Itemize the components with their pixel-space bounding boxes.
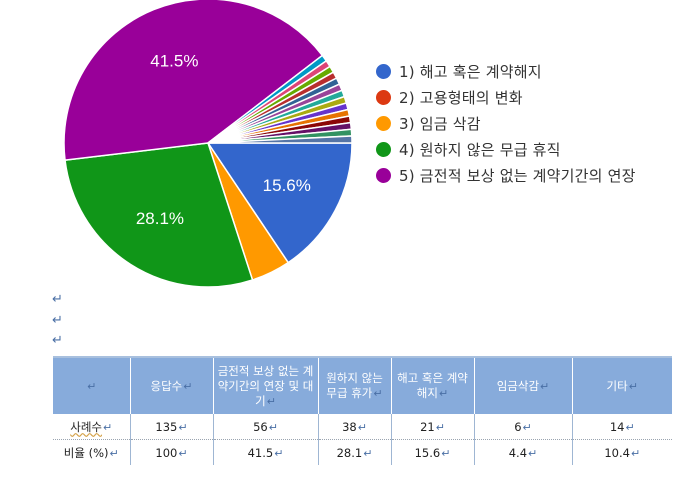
legend-dot-green-icon bbox=[376, 142, 391, 158]
table-cell: 4.4↵ bbox=[473, 439, 573, 465]
paragraph-mark-icon: ↵ bbox=[52, 333, 63, 348]
table-cell: 38↵ bbox=[317, 414, 392, 440]
slice-percent-label: 28.1% bbox=[136, 209, 184, 228]
header-cell-empty: ↵ bbox=[53, 356, 131, 414]
table-cell: 10.4↵ bbox=[571, 439, 672, 465]
pie-slice bbox=[207, 135, 353, 144]
return-mark-icon: ↵ bbox=[628, 379, 638, 393]
table-cell: 15.6↵ bbox=[390, 439, 475, 465]
pie-slice bbox=[64, 142, 254, 288]
table-cell: 28.1↵ bbox=[317, 439, 392, 465]
table-header-row: ↵ 응답수↵ 금전적 보상 없는 계약기간의 연장 및 대기↵ 원하지 않는 무… bbox=[53, 356, 672, 414]
table-cell: 135↵ bbox=[129, 414, 214, 440]
header-cell-extension: 금전적 보상 없는 계약기간의 연장 및 대기↵ bbox=[212, 356, 319, 414]
table-cell: 56↵ bbox=[212, 414, 319, 440]
legend-dot-blue-icon bbox=[376, 63, 391, 79]
pie-chart: 15.6% 28.1% 41.5% bbox=[63, 0, 353, 288]
header-cell-unpaid-leave: 원하지 않는 무급 휴가↵ bbox=[317, 356, 392, 414]
paragraph-mark-icon: ↵ bbox=[52, 313, 63, 328]
table-row: 사례수↵ 135↵ 56↵ 38↵ 21↵ 6↵ 14↵ bbox=[53, 414, 672, 440]
legend-item-3: 3) 임금 삭감 bbox=[376, 110, 636, 136]
header-cell-wage-cut: 임금삭감↵ bbox=[473, 356, 573, 414]
paragraph-mark-icon: ↵ bbox=[52, 292, 63, 307]
return-mark-icon: ↵ bbox=[183, 379, 193, 393]
legend-label: 4) 원하지 않은 무급 휴직 bbox=[399, 141, 561, 160]
table-cell: 41.5↵ bbox=[212, 439, 319, 465]
pie-slice bbox=[206, 142, 353, 264]
legend-item-1: 1) 해고 혹은 계약해지 bbox=[376, 58, 636, 84]
table-cell: 6↵ bbox=[473, 414, 573, 440]
header-cell-responses: 응답수↵ bbox=[129, 356, 214, 414]
response-table: ↵ 응답수↵ 금전적 보상 없는 계약기간의 연장 및 대기↵ 원하지 않는 무… bbox=[53, 356, 672, 465]
return-mark-icon: ↵ bbox=[266, 394, 276, 408]
slice-percent-label: 15.6% bbox=[263, 176, 311, 195]
return-mark-icon: ↵ bbox=[438, 387, 449, 400]
table-cell: 14↵ bbox=[571, 414, 672, 440]
legend-item-4: 4) 원하지 않은 무급 휴직 bbox=[376, 137, 636, 163]
return-mark-icon: ↵ bbox=[87, 379, 97, 393]
return-mark-icon: ↵ bbox=[103, 420, 113, 434]
chart-legend: 1) 해고 혹은 계약해지 2) 고용형태의 변화 3) 임금 삭감 4) 원하… bbox=[376, 58, 636, 189]
legend-dot-orange-icon bbox=[376, 115, 391, 131]
legend-item-5: 5) 금전적 보상 없는 계약기간의 연장 bbox=[376, 163, 636, 189]
slice-percent-label: 41.5% bbox=[150, 51, 198, 70]
return-mark-icon: ↵ bbox=[109, 446, 119, 460]
header-cell-dismissal: 해고 혹은 계약해지↵ bbox=[390, 356, 475, 414]
legend-label: 2) 고용형태의 변화 bbox=[399, 88, 523, 107]
table-cell: 100↵ bbox=[129, 439, 214, 465]
legend-label: 1) 해고 혹은 계약해지 bbox=[399, 62, 542, 81]
row-label: 비율 (%)↵ bbox=[53, 439, 131, 465]
legend-item-2: 2) 고용형태의 변화 bbox=[376, 84, 636, 110]
legend-label: 5) 금전적 보상 없는 계약기간의 연장 bbox=[399, 167, 636, 186]
legend-dot-purple-icon bbox=[376, 168, 391, 184]
return-mark-icon: ↵ bbox=[540, 379, 550, 393]
row-label: 사례수↵ bbox=[53, 414, 131, 440]
table-cell: 21↵ bbox=[390, 414, 475, 440]
legend-dot-red-icon bbox=[376, 89, 391, 105]
pie-slice bbox=[63, 0, 324, 161]
table-row: 비율 (%)↵ 100↵ 41.5↵ 28.1↵ 15.6↵ 4.4↵ 10.4… bbox=[53, 439, 672, 465]
legend-label: 3) 임금 삭감 bbox=[399, 114, 481, 133]
return-mark-icon: ↵ bbox=[373, 387, 383, 400]
header-cell-other: 기타↵ bbox=[571, 356, 672, 414]
